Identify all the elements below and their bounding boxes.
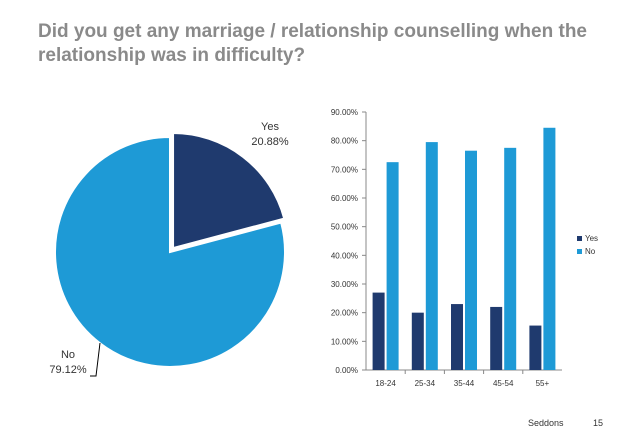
x-tick-label: 55+ [536, 379, 550, 388]
legend-label-no: No [585, 247, 596, 256]
x-tick-label: 45-54 [493, 379, 514, 388]
y-tick-label: 60.00% [331, 194, 358, 203]
pie-value-yes: 20.88% [251, 136, 289, 148]
x-tick-label: 25-34 [415, 379, 436, 388]
y-tick-label: 30.00% [331, 280, 358, 289]
pie-value-no: 79.12% [49, 364, 87, 376]
bar-no-45-54 [504, 147, 517, 370]
pie-label-no: No [61, 349, 75, 361]
bar-yes-45-54 [490, 306, 503, 370]
page-number: 15 [593, 418, 604, 428]
footer-source: Seddons [528, 418, 564, 428]
y-tick-label: 40.00% [331, 251, 358, 260]
x-tick-label: 18-24 [375, 379, 396, 388]
bar-yes-25-34 [411, 312, 424, 370]
y-tick-label: 10.00% [331, 337, 358, 346]
pie-slice-yes [172, 132, 286, 250]
legend-label-yes: Yes [585, 234, 598, 243]
legend-swatch-yes [577, 236, 582, 241]
bar-no-55+ [543, 127, 556, 371]
y-tick-label: 20.00% [331, 309, 358, 318]
pie-label-yes: Yes [261, 121, 279, 133]
y-tick-label: 70.00% [331, 165, 358, 174]
pie-leader-line-no [90, 342, 101, 377]
x-tick-label: 35-44 [454, 379, 475, 388]
y-tick-label: 80.00% [331, 137, 358, 146]
y-tick-label: 0.00% [335, 366, 358, 375]
bar-yes-18-24 [372, 292, 385, 370]
bar-no-25-34 [425, 142, 438, 370]
bar-yes-35-44 [451, 304, 463, 370]
bar-yes-55+ [529, 325, 542, 370]
page-title: Did you get any marriage / relationship … [38, 21, 587, 66]
y-tick-label: 90.00% [331, 108, 358, 117]
bar-no-35-44 [465, 150, 477, 370]
y-tick-label: 50.00% [331, 223, 358, 232]
bar-no-18-24 [386, 162, 399, 370]
legend-swatch-no [577, 249, 582, 254]
